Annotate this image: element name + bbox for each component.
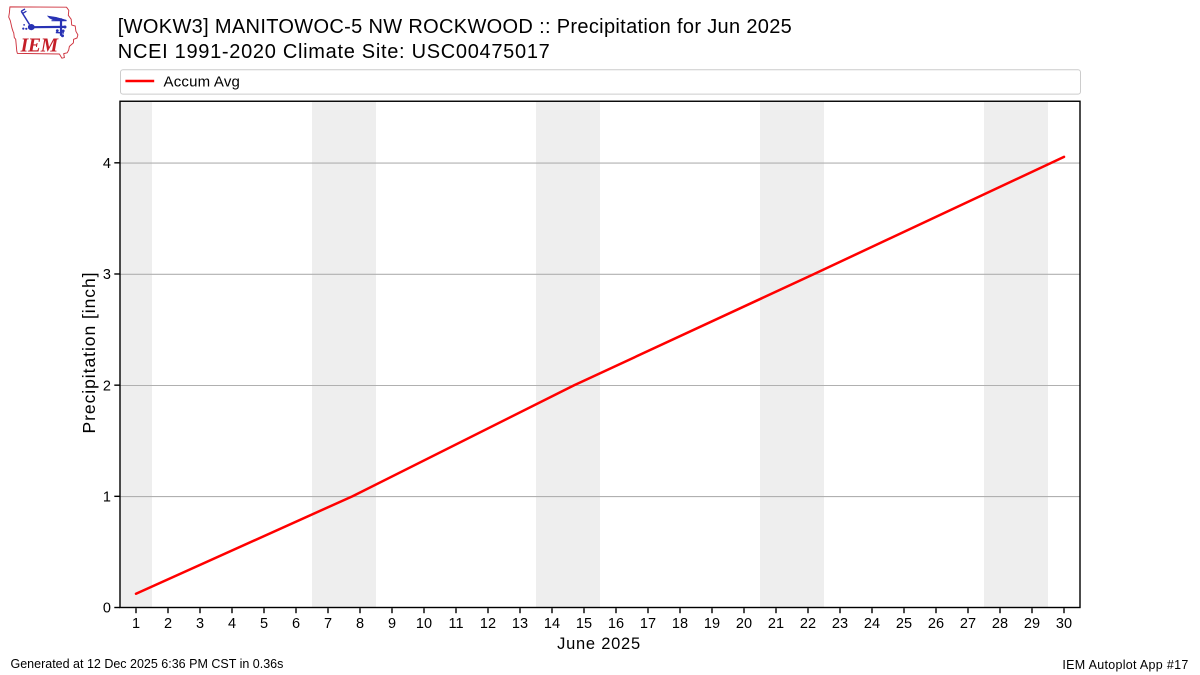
svg-text:6: 6 (292, 616, 300, 632)
svg-text:10: 10 (416, 616, 432, 632)
svg-text:9: 9 (388, 616, 396, 632)
svg-text:20: 20 (736, 616, 752, 632)
svg-text:4: 4 (103, 156, 111, 172)
svg-text:24: 24 (864, 616, 880, 632)
svg-text:15: 15 (576, 616, 592, 632)
svg-text:Generated at 12 Dec 2025 6:36: Generated at 12 Dec 2025 6:36 PM CST in … (11, 657, 284, 671)
svg-text:21: 21 (768, 616, 784, 632)
svg-text:IEM Autoplot App #17: IEM Autoplot App #17 (1062, 658, 1188, 672)
svg-text:June 2025: June 2025 (557, 635, 641, 653)
svg-text:25: 25 (896, 616, 912, 632)
svg-text:8: 8 (356, 616, 364, 632)
svg-text:28: 28 (992, 616, 1008, 632)
svg-text:26: 26 (928, 616, 944, 632)
svg-text:29: 29 (1024, 616, 1040, 632)
svg-text:23: 23 (832, 616, 848, 632)
svg-text:1: 1 (132, 616, 140, 632)
svg-text:2: 2 (164, 616, 172, 632)
svg-text:11: 11 (448, 616, 463, 632)
svg-text:27: 27 (960, 616, 976, 632)
svg-text:18: 18 (672, 616, 688, 632)
svg-text:30: 30 (1056, 616, 1072, 632)
svg-text:14: 14 (544, 616, 560, 632)
svg-text:0: 0 (103, 601, 111, 617)
svg-text:22: 22 (800, 616, 816, 632)
svg-text:16: 16 (608, 616, 624, 632)
svg-text:7: 7 (324, 616, 332, 632)
svg-text:2: 2 (103, 378, 111, 394)
svg-text:3: 3 (103, 267, 111, 283)
svg-text:3: 3 (196, 616, 204, 632)
svg-text:13: 13 (512, 616, 528, 632)
svg-text:17: 17 (640, 616, 656, 632)
svg-text:[WOKW3] MANITOWOC-5 NW ROCKWOO: [WOKW3] MANITOWOC-5 NW ROCKWOOD :: Preci… (118, 16, 792, 38)
svg-text:Accum Avg: Accum Avg (164, 73, 241, 90)
svg-text:Precipitation [inch]: Precipitation [inch] (79, 272, 99, 434)
svg-text:4: 4 (228, 616, 236, 632)
svg-text:19: 19 (704, 616, 720, 632)
svg-text:5: 5 (260, 616, 268, 632)
svg-text:12: 12 (480, 616, 496, 632)
svg-text:1: 1 (103, 490, 111, 506)
svg-text:IEM: IEM (20, 36, 59, 57)
svg-text:NCEI 1991-2020 Climate Site: U: NCEI 1991-2020 Climate Site: USC00475017 (118, 41, 551, 63)
